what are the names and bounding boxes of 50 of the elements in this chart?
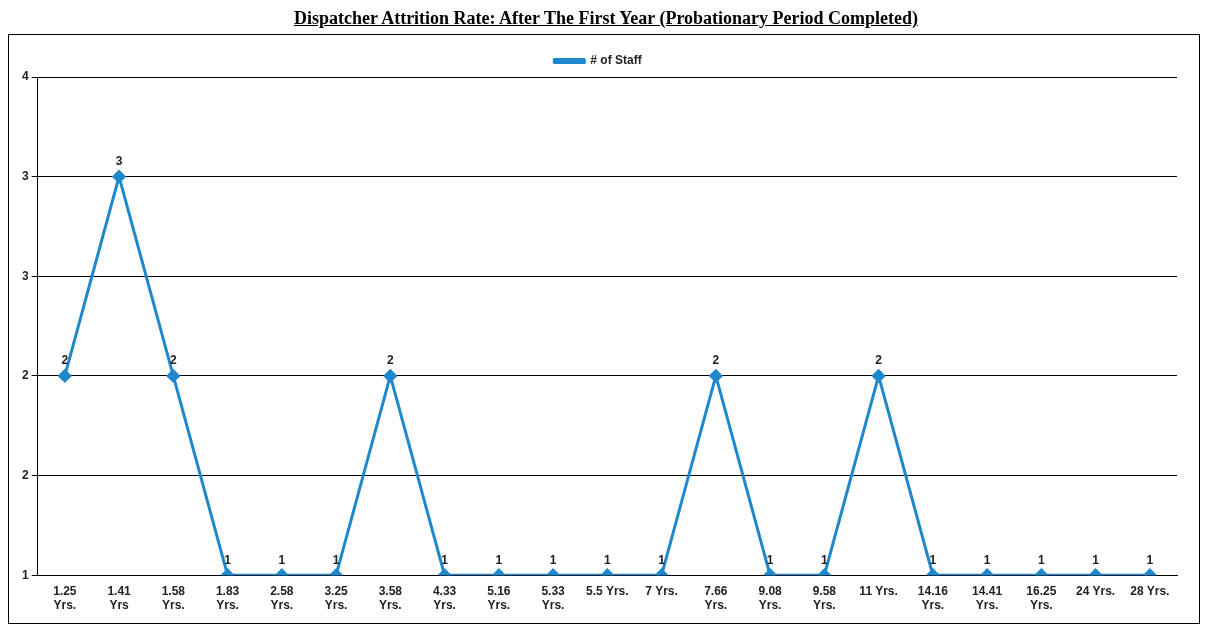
y-tick-label: 2 — [21, 467, 29, 482]
data-label: 2 — [169, 353, 177, 368]
x-tick-label: 14.41 Yrs. — [972, 583, 1003, 613]
x-tick-label: 28 Yrs. — [1130, 583, 1170, 598]
x-tick-label: 11 Yrs. — [859, 583, 898, 598]
data-label: 2 — [386, 353, 394, 368]
y-tick-label: 4 — [21, 69, 29, 84]
x-tick-label: 1.41 Yrs — [107, 583, 132, 613]
data-label: 2 — [712, 353, 720, 368]
data-label: 2 — [875, 353, 883, 368]
x-tick-label: 9.58 Yrs. — [812, 583, 837, 613]
chart-title: Dispatcher Attrition Rate: After The First Year (Probationary Period Completed) — [292, 8, 920, 30]
data-label: 2 — [61, 353, 69, 368]
x-tick-label: 2.58 Yrs. — [270, 583, 294, 613]
x-tick-label: 7 Yrs. — [645, 583, 678, 598]
x-tick-label: 3.25 Yrs. — [324, 583, 349, 613]
y-tick-label: 1 — [21, 567, 29, 582]
data-label: 1 — [766, 552, 774, 567]
x-tick-label: 14.16 Yrs. — [917, 583, 949, 613]
y-tick-label: 3 — [21, 268, 29, 283]
data-label: 1 — [549, 552, 557, 567]
data-label: 1 — [441, 552, 449, 567]
data-label: 1 — [1038, 552, 1046, 567]
data-label: 3 — [115, 153, 123, 168]
data-label: 1 — [983, 552, 991, 567]
x-tick-label: 1.25 Yrs. — [53, 583, 77, 613]
data-label: 1 — [495, 552, 503, 567]
data-label: 1 — [224, 552, 232, 567]
data-label: 1 — [278, 552, 286, 567]
x-tick-label: 1.58 Yrs. — [161, 583, 186, 613]
data-label: 1 — [1092, 552, 1100, 567]
y-tick-label: 3 — [21, 168, 29, 183]
x-tick-label: 4.33 Yrs. — [432, 583, 457, 613]
x-tick-label: 5.5 Yrs. — [586, 583, 629, 598]
data-label: 1 — [1146, 552, 1154, 567]
legend-label: # of Staff — [590, 53, 643, 68]
x-tick-label: 7.66 Yrs. — [704, 583, 728, 613]
x-tick-label: 3.58 Yrs. — [378, 583, 403, 613]
data-label: 1 — [658, 552, 666, 567]
x-tick-label: 24 Yrs. — [1076, 583, 1116, 598]
x-tick-label: 1.83 Yrs. — [215, 583, 240, 613]
x-tick-label: 5.33 Yrs. — [541, 583, 566, 613]
x-tick-label: 16.25 Yrs. — [1026, 583, 1057, 613]
data-label: 1 — [332, 552, 340, 567]
data-label: 1 — [603, 552, 611, 567]
x-tick-label: 9.08 Yrs. — [758, 583, 783, 613]
data-label: 1 — [929, 552, 937, 567]
y-tick-label: 2 — [21, 368, 29, 383]
data-label: 1 — [821, 552, 829, 567]
x-tick-label: 5.16 Yrs. — [487, 583, 511, 613]
